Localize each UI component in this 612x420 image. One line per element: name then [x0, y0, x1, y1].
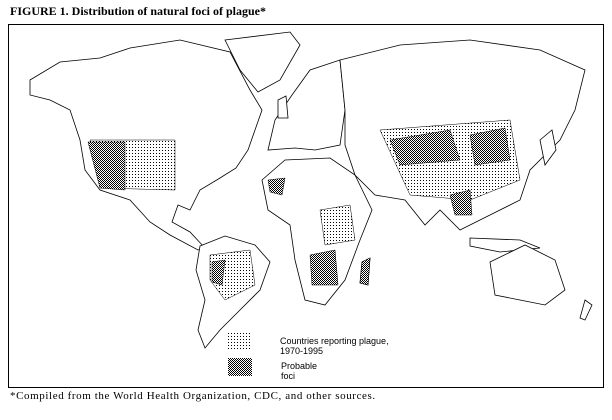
- legend-label-line: 1970-1995: [280, 346, 324, 356]
- legend-swatch-foci: [228, 358, 252, 376]
- figure-title: FIGURE 1. Distribution of natural foci o…: [10, 4, 267, 18]
- legend-label-line: foci: [281, 371, 296, 381]
- legend-label-line: Countries reporting plague,: [280, 336, 389, 346]
- madagascar-foci: [359, 257, 371, 286]
- new-zealand: [579, 299, 593, 321]
- map-frame: [8, 24, 604, 388]
- legend-label-line: Probable: [281, 361, 318, 371]
- south-america-foci: [211, 259, 226, 286]
- africa-foci-west: [267, 177, 286, 196]
- plague-areas: [87, 119, 521, 301]
- australia: [489, 244, 566, 306]
- asia-foci-central: [389, 129, 461, 166]
- us-foci: [87, 141, 126, 191]
- africa-reporting-east: [319, 204, 356, 246]
- africa-foci-south: [309, 249, 339, 286]
- asia-foci-east: [469, 127, 511, 166]
- japan: [539, 129, 557, 166]
- africa: [261, 157, 373, 306]
- legend: [228, 333, 252, 376]
- legend-swatch-reporting: [228, 333, 252, 351]
- legend-label-reporting: Countries reporting plague, 1970-1995: [280, 336, 389, 356]
- greenland: [224, 31, 301, 93]
- uk: [277, 95, 289, 119]
- southeast-asia-foci: [449, 189, 473, 216]
- legend-label-foci: Probable foci: [281, 361, 317, 381]
- footnote: *Compiled from the World Health Organiza…: [10, 390, 376, 402]
